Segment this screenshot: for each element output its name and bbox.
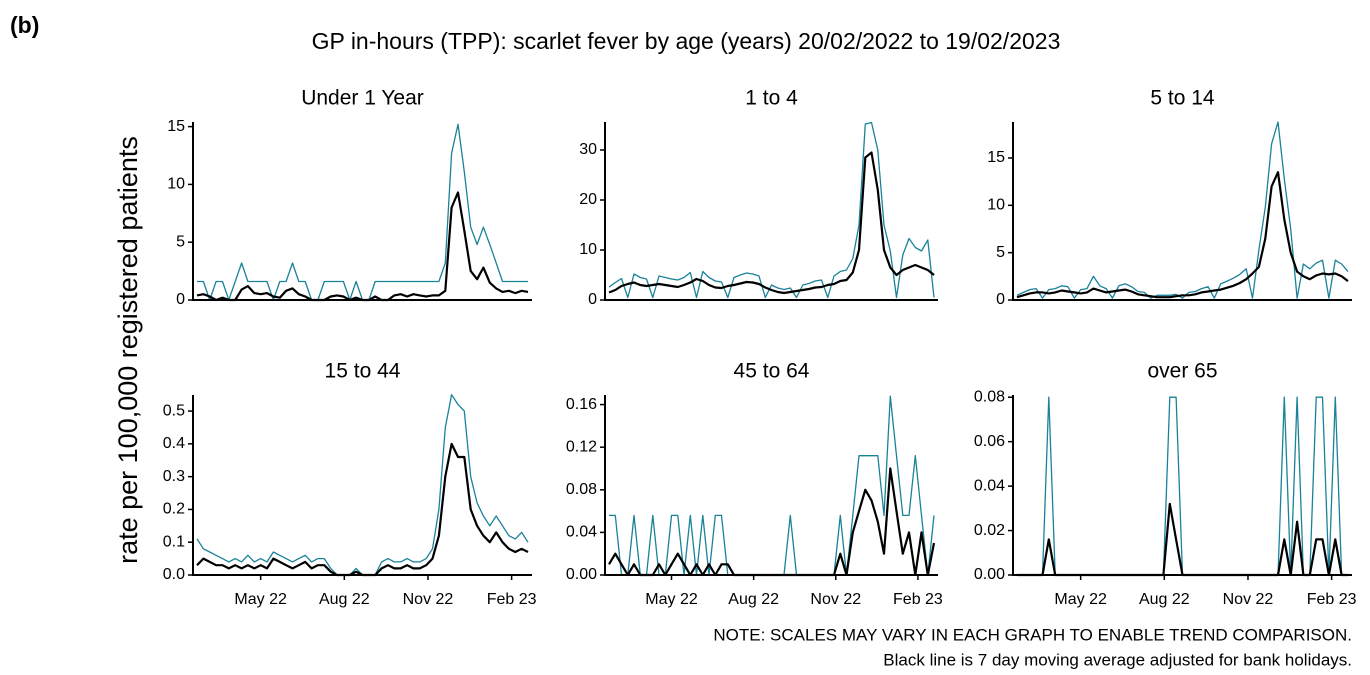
y-tick-label: 0.04 xyxy=(566,524,597,541)
y-tick-label: 0.06 xyxy=(974,433,1005,450)
y-tick-label: 10 xyxy=(167,176,185,193)
y-tick-label: 30 xyxy=(579,141,597,158)
x-tick-label: Aug 22 xyxy=(728,591,779,608)
x-tick-label: May 22 xyxy=(645,591,698,608)
y-axis-label: rate per 100,000 registered patients xyxy=(113,136,143,564)
y-tick-label: 0 xyxy=(588,291,597,308)
y-tick-label: 0.12 xyxy=(566,438,597,455)
y-tick-label: 0.08 xyxy=(974,388,1005,405)
y-tick-label: 0.2 xyxy=(163,501,185,518)
x-tick-label: Feb 23 xyxy=(487,591,537,608)
facet-title: 5 to 14 xyxy=(1150,87,1215,110)
moving-average-line xyxy=(1016,171,1349,299)
note: Black line is 7 day moving average adjus… xyxy=(883,650,1352,669)
y-tick-label: 0 xyxy=(176,291,185,308)
x-tick-label: Nov 22 xyxy=(1223,591,1274,608)
moving-average-line xyxy=(608,151,935,295)
panel-label: (b) xyxy=(10,12,39,38)
y-tick-label: 0.00 xyxy=(974,566,1005,583)
facet-title: 15 to 44 xyxy=(325,360,401,383)
y-tick-label: 20 xyxy=(579,191,597,208)
daily-line xyxy=(196,394,529,576)
y-tick-label: 0.16 xyxy=(566,396,597,413)
x-tick-label: May 22 xyxy=(234,591,287,608)
facet-title: 1 to 4 xyxy=(745,87,798,110)
daily-line xyxy=(608,121,935,299)
y-tick-label: 0.5 xyxy=(163,402,185,419)
daily-line xyxy=(1017,396,1348,576)
y-tick-label: 0.1 xyxy=(163,533,185,550)
x-tick-label: Nov 22 xyxy=(403,591,454,608)
y-tick-label: 0.08 xyxy=(566,481,597,498)
y-tick-label: 0.3 xyxy=(163,468,185,485)
y-tick-label: 0.04 xyxy=(974,477,1005,494)
y-tick-label: 0 xyxy=(996,291,1005,308)
y-tick-label: 0.0 xyxy=(163,566,185,583)
note: NOTE: SCALES MAY VARY IN EACH GRAPH TO E… xyxy=(713,625,1352,644)
facet-title: Under 1 Year xyxy=(301,87,424,110)
moving-average-line xyxy=(196,191,529,302)
y-tick-label: 0.4 xyxy=(163,435,185,452)
x-tick-label: Feb 23 xyxy=(1307,591,1357,608)
y-tick-label: 0.00 xyxy=(566,566,597,583)
x-tick-label: Aug 22 xyxy=(1139,591,1190,608)
y-tick-label: 5 xyxy=(996,244,1005,261)
x-tick-label: Aug 22 xyxy=(319,591,370,608)
facet-title: over 65 xyxy=(1147,360,1217,383)
daily-line xyxy=(197,123,528,301)
y-tick-label: 5 xyxy=(176,233,185,250)
y-tick-label: 10 xyxy=(579,241,597,258)
facet-title: 45 to 64 xyxy=(734,360,810,383)
y-tick-label: 15 xyxy=(987,149,1005,166)
moving-average-line xyxy=(196,442,529,577)
x-tick-label: Feb 23 xyxy=(893,591,943,608)
daily-line xyxy=(1016,121,1349,299)
y-tick-label: 10 xyxy=(987,197,1005,214)
y-tick-label: 15 xyxy=(167,118,185,135)
y-tick-label: 0.02 xyxy=(974,522,1005,539)
x-tick-label: Nov 22 xyxy=(810,591,861,608)
chart-title: GP in-hours (TPP): scarlet fever by age … xyxy=(312,28,1061,54)
x-tick-label: May 22 xyxy=(1054,591,1107,608)
